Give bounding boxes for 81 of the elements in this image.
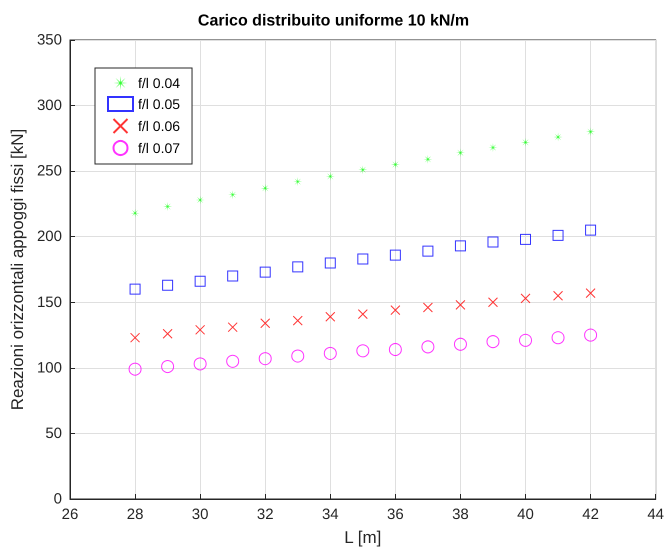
- point: [324, 346, 337, 360]
- y-tick-label: 300: [36, 97, 62, 114]
- point: [162, 280, 174, 291]
- point: [586, 288, 596, 298]
- point: [260, 184, 270, 193]
- point: [553, 290, 564, 301]
- point: [488, 297, 498, 308]
- point: [324, 257, 336, 268]
- point: [454, 338, 467, 351]
- x-tick-label: 30: [192, 506, 208, 523]
- point: [357, 254, 368, 265]
- chart-title: Carico distribuito uniforme 10 kN/m: [198, 12, 470, 30]
- point: [456, 148, 465, 158]
- point: [162, 328, 173, 339]
- point: [422, 302, 433, 313]
- point: [487, 236, 498, 248]
- point: [552, 331, 565, 344]
- x-tick-label: 34: [322, 506, 339, 523]
- point: [356, 344, 370, 358]
- point: [130, 284, 141, 295]
- point: [128, 362, 142, 376]
- legend-label: f/l 0.05: [138, 96, 180, 112]
- y-tick-label: 250: [36, 162, 62, 180]
- x-tick-label: 36: [387, 506, 404, 523]
- point: [130, 208, 140, 218]
- y-axis-title: Reazioni orizzontali appoggi fissi [kN]: [8, 128, 28, 410]
- point: [454, 240, 466, 252]
- x-tick-label: 44: [647, 506, 664, 523]
- point: [519, 334, 532, 347]
- point: [586, 127, 596, 136]
- y-tick-label: 100: [36, 359, 62, 376]
- point: [161, 360, 174, 374]
- point: [195, 324, 206, 335]
- point: [552, 230, 564, 241]
- point: [130, 332, 140, 343]
- point: [228, 322, 238, 332]
- point: [455, 300, 466, 310]
- x-tick-label: 32: [256, 506, 274, 523]
- point: [520, 293, 531, 304]
- point: [423, 154, 432, 164]
- y-tick-label: 150: [36, 294, 62, 311]
- point: [325, 312, 336, 322]
- y-tick-label: 350: [36, 32, 62, 48]
- legend-label: f/l 0.06: [138, 118, 180, 134]
- point: [292, 261, 304, 272]
- point: [585, 224, 596, 236]
- point: [358, 309, 368, 320]
- point: [584, 328, 598, 342]
- point: [326, 172, 335, 181]
- y-tick-label: 50: [45, 424, 62, 442]
- y-tick-label: 200: [36, 228, 62, 246]
- point: [194, 357, 207, 370]
- x-axis-title: L [m]: [344, 528, 382, 547]
- legend-label: f/l 0.04: [138, 75, 180, 91]
- legend-label: f/l 0.07: [138, 140, 180, 156]
- point: [292, 316, 303, 326]
- point: [521, 138, 530, 147]
- point: [227, 270, 238, 282]
- point: [291, 350, 304, 363]
- point: [390, 250, 401, 261]
- point: [293, 177, 302, 186]
- point: [421, 340, 434, 354]
- point: [520, 234, 532, 245]
- x-tick-label: 28: [126, 506, 144, 523]
- x-tick-label: 40: [517, 506, 534, 523]
- point: [260, 266, 271, 278]
- point: [390, 160, 400, 170]
- y-tick-label: 0: [54, 490, 62, 508]
- x-tick-label: 38: [452, 506, 469, 523]
- point: [358, 165, 368, 174]
- point: [226, 354, 240, 368]
- point: [390, 305, 400, 316]
- point: [260, 318, 270, 328]
- point: [228, 190, 238, 200]
- point: [422, 246, 434, 257]
- point: [388, 343, 402, 356]
- point: [258, 352, 272, 366]
- x-tick-label: 42: [582, 506, 599, 523]
- x-tick-label: 26: [62, 506, 78, 523]
- point: [194, 276, 206, 287]
- point: [486, 335, 500, 348]
